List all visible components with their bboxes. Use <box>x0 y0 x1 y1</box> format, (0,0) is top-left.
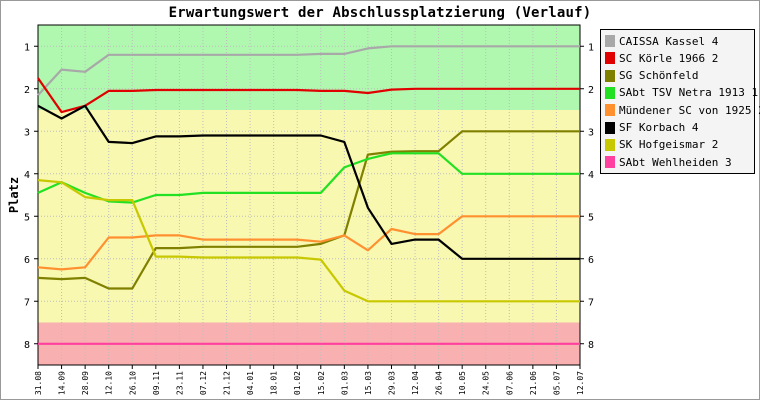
x-tick-label: 05.07 <box>552 371 561 395</box>
legend-item: SAbt TSV Netra 1913 1 <box>605 85 758 101</box>
x-tick-label: 28.09 <box>81 371 90 395</box>
x-tick-label: 07.12 <box>199 371 208 395</box>
series-line-6 <box>37 104 580 260</box>
plot-border <box>37 24 581 366</box>
legend-item: SG Schönfeld <box>605 68 698 84</box>
x-tick-label: 18.01 <box>270 371 279 395</box>
zone-band-0 <box>38 25 580 110</box>
x-tick-label: 26.04 <box>435 371 444 395</box>
legend-swatch <box>605 86 615 99</box>
legend-swatch <box>605 156 615 169</box>
y-tick-label-right: 3 <box>588 127 594 138</box>
x-tick-label: 15.02 <box>317 371 326 395</box>
y-tick-label-left: 5 <box>24 212 30 223</box>
series-line-5 <box>37 215 580 271</box>
legend-swatch <box>605 35 615 47</box>
legend-label: SF Korbach 4 <box>619 121 699 134</box>
y-tick-label-left: 1 <box>24 42 30 53</box>
x-tick-label: 01.02 <box>293 371 302 395</box>
x-tick-label: 01.03 <box>340 371 349 395</box>
series-line-7 <box>37 179 580 303</box>
legend-label: Mündener SC von 1925 2 <box>619 103 760 117</box>
legend-label: SK Hofgeismar 2 <box>619 138 719 152</box>
x-tick-label: 12.04 <box>411 371 420 395</box>
x-tick-label: 04.01 <box>246 371 255 395</box>
chart-legend: CAISSA Kassel 4 SC Körle 1966 2 SG Schönfe… <box>600 29 760 174</box>
y-tick-label-right: 4 <box>588 170 594 181</box>
x-tick-label: 10.05 <box>458 371 467 395</box>
y-tick-label-right: 6 <box>588 255 594 266</box>
series-line-4 <box>37 152 580 204</box>
y-tick-label-left: 7 <box>24 297 30 308</box>
x-tick-label: 09.11 <box>152 371 161 395</box>
x-tick-label: 21.06 <box>529 371 538 395</box>
x-tick-label: 26.10 <box>128 371 137 395</box>
x-tick-label: 12.07 <box>576 371 585 395</box>
x-tick-label: 15.03 <box>364 371 373 395</box>
legend-swatch <box>605 69 615 82</box>
y-tick-label-left: 4 <box>24 170 30 181</box>
y-tick-label-right: 1 <box>588 42 594 53</box>
legend-swatch <box>605 121 615 134</box>
legend-item: SK Hofgeismar 2 <box>605 137 718 153</box>
x-tick-label: 29.03 <box>387 371 396 395</box>
y-tick-label-left: 3 <box>24 127 30 138</box>
legend-item: Mündener SC von 1925 2 <box>605 102 760 118</box>
y-tick-label-left: 8 <box>24 340 30 351</box>
y-tick-label-right: 7 <box>588 297 594 308</box>
x-tick-label: 21.12 <box>223 371 232 395</box>
y-tick-label-right: 8 <box>588 340 594 351</box>
series-line-2 <box>37 77 580 114</box>
legend-swatch <box>605 104 615 117</box>
legend-label: SG Schönfeld <box>619 69 699 83</box>
y-tick-label-left: 2 <box>24 85 30 96</box>
legend-swatch <box>605 52 615 65</box>
legend-label: SAbt TSV Netra 1913 1 <box>619 86 759 100</box>
x-tick-label: 07.06 <box>505 371 514 395</box>
y-tick-label-right: 2 <box>588 85 594 96</box>
legend-item: SC Körle 1966 2 <box>605 50 718 66</box>
legend-swatch <box>605 138 615 151</box>
legend-item: SAbt Wehlheiden 3 <box>605 154 732 170</box>
x-tick-label: 31.08 <box>34 371 43 395</box>
x-tick-label: 23.11 <box>175 371 184 395</box>
legend-label: SAbt Wehlheiden 3 <box>619 155 732 169</box>
legend-item: CAISSA Kassel 4 <box>605 33 718 49</box>
y-tick-label-right: 5 <box>588 212 594 223</box>
legend-label: SC Körle 1966 2 <box>619 51 719 65</box>
legend-label: CAISSA Kassel 4 <box>619 34 719 48</box>
y-tick-label-left: 6 <box>24 255 30 266</box>
x-tick-label: 14.09 <box>58 371 67 395</box>
series-line-1 <box>37 45 580 96</box>
chart-title: Erwartungswert der Abschlussplatzierung … <box>168 5 592 21</box>
series-line-3 <box>37 130 580 290</box>
x-tick-label: 12.10 <box>105 371 114 395</box>
legend-item: SF Korbach 4 <box>605 120 698 136</box>
x-tick-label: 24.05 <box>482 371 491 395</box>
